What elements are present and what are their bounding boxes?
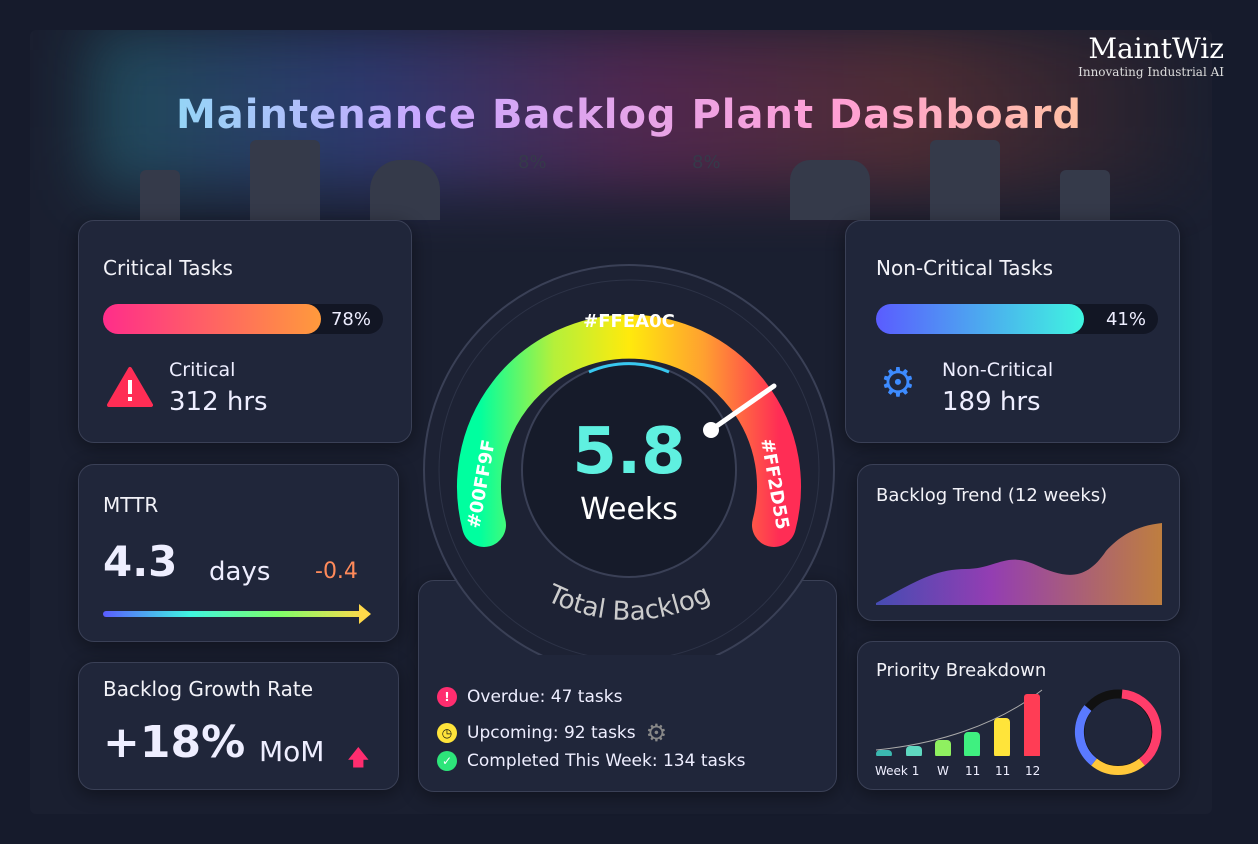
segment-label-yellow: #FFEA0C: [583, 311, 675, 332]
priority-bar-chart: [876, 689, 1043, 756]
machinery-silhouettes: [130, 140, 1128, 220]
status-completed: ✓ Completed This Week: 134 tasks: [437, 751, 745, 771]
bar: [994, 718, 1010, 756]
bar: [935, 740, 951, 756]
alert-icon: !: [437, 687, 457, 707]
non-critical-tasks-card: Non-Critical Tasks 41% ⚙ Non-Critical 18…: [845, 220, 1180, 443]
ghost-text: 8%: [518, 152, 547, 173]
warning-icon: [107, 367, 153, 407]
check-icon: ✓: [437, 751, 457, 771]
backlog-trend-card: Backlog Trend (12 weeks): [857, 464, 1180, 621]
gauge-unit: Weeks: [580, 492, 678, 527]
gear-icon: ⚙: [645, 719, 668, 747]
arrow-up-icon: 🡅: [347, 746, 370, 771]
gauge-arc: [457, 314, 801, 547]
gauge-value: 5.8: [572, 415, 685, 489]
status-overdue: ! Overdue: 47 tasks: [437, 687, 622, 707]
backlog-gauge: #FFEA0C #00FF9F #FF2D55 5.8 Weeks Total …: [423, 264, 835, 655]
priority-donut-chart: [1074, 689, 1162, 775]
bar: [876, 750, 892, 756]
clock-icon: ◷: [437, 723, 457, 743]
mttr-card: MTTR 4.3 days -0.4: [78, 464, 399, 642]
arrow-right-icon: [359, 604, 371, 624]
bar-labels: Week 1 W 11 11 12: [875, 764, 1041, 778]
gauge-needle: [708, 383, 777, 433]
bar: [1024, 694, 1040, 756]
status-upcoming: ◷ Upcoming: 92 tasks ⚙: [437, 719, 667, 747]
ghost-text: 8%: [692, 152, 721, 173]
priority-breakdown-card: Priority Breakdown Week 1 W 11 11 12: [857, 641, 1180, 790]
non-critical-progress-bar: 41%: [876, 304, 1158, 334]
critical-progress-bar: 78%: [103, 304, 383, 334]
trend-area-chart: [876, 523, 1162, 605]
mttr-trend-bar: [103, 611, 365, 617]
bar: [906, 746, 922, 756]
logo: MaintWiz Innovating Industrial AI: [1078, 32, 1224, 79]
bar: [964, 732, 980, 756]
gear-icon: ⚙: [880, 360, 916, 406]
page-title: Maintenance Backlog Plant Dashboard: [0, 92, 1258, 138]
critical-tasks-card: Critical Tasks 78% Critical 312 hrs: [78, 220, 412, 443]
backlog-growth-card: Backlog Growth Rate +18% MoM 🡅: [78, 662, 399, 790]
